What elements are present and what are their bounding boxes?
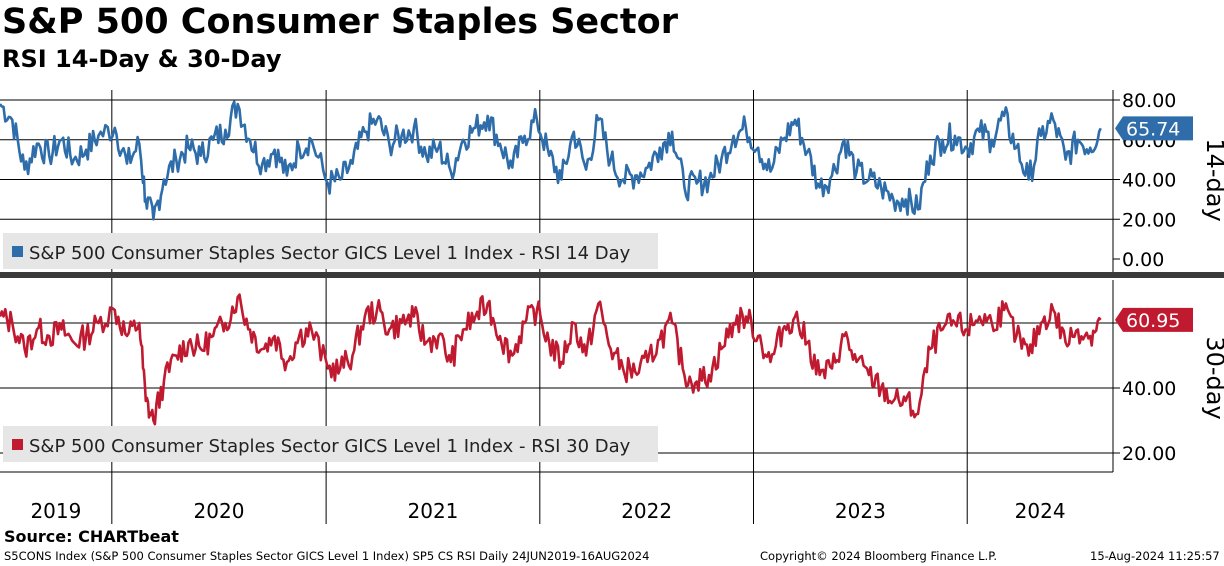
y-tick-label: 0.00 xyxy=(1122,249,1164,271)
x-tick-label: 2022 xyxy=(621,499,672,523)
series-line xyxy=(0,100,1102,221)
chart-subtitle: RSI 14-Day & 30-Day xyxy=(2,45,282,73)
x-tick-label: 2020 xyxy=(194,499,245,523)
panel-label: 30-day xyxy=(1201,336,1224,419)
y-tick-label: 20.00 xyxy=(1122,443,1176,465)
source-note: Source: CHARTbeat xyxy=(4,527,179,546)
legend-swatch xyxy=(12,246,23,257)
legend-box xyxy=(3,233,658,269)
series-line xyxy=(0,293,1102,426)
last-value-tag xyxy=(1115,116,1193,141)
last-value-tag xyxy=(1115,307,1193,332)
legend-label: S&P 500 Consumer Staples Sector GICS Lev… xyxy=(29,243,631,264)
footer-description: S5CONS Index (S&P 500 Consumer Staples S… xyxy=(4,549,650,563)
panel-divider xyxy=(0,272,1224,278)
x-tick-label: 2019 xyxy=(30,499,81,523)
panel-label: 14-day xyxy=(1201,138,1224,221)
y-tick-label: 40.00 xyxy=(1122,170,1176,192)
footer-timestamp: 15-Aug-2024 11:25:57 xyxy=(1090,549,1220,563)
chart-title: S&P 500 Consumer Staples Sector xyxy=(2,2,678,42)
footer-copyright: Copyright© 2024 Bloomberg Finance L.P. xyxy=(760,549,997,563)
y-tick-label: 80.00 xyxy=(1122,90,1176,112)
y-tick-label: 20.00 xyxy=(1122,209,1176,231)
legend-label: S&P 500 Consumer Staples Sector GICS Lev… xyxy=(29,436,631,457)
x-tick-label: 2023 xyxy=(835,499,886,523)
x-tick-label: 2024 xyxy=(1015,499,1066,523)
x-tick-label: 2021 xyxy=(408,499,459,523)
legend-box xyxy=(3,426,658,462)
last-value-label: 60.95 xyxy=(1126,310,1180,332)
y-tick-label: 40.00 xyxy=(1122,378,1176,400)
legend-swatch xyxy=(12,439,23,450)
last-value-label: 65.74 xyxy=(1126,118,1180,140)
